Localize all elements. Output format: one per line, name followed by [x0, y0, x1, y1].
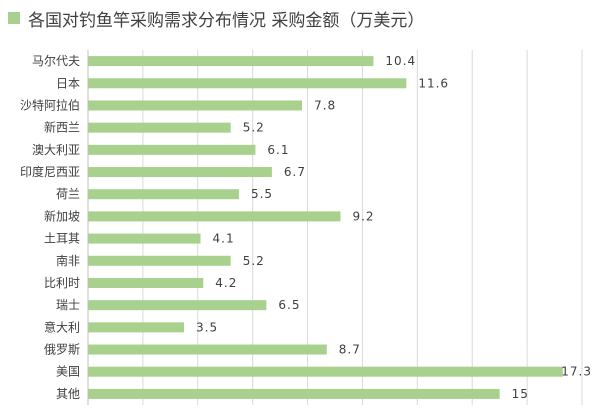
data-label: 6.7 — [284, 165, 306, 179]
bar — [88, 100, 303, 111]
data-label: 10.4 — [385, 54, 416, 68]
data-label: 5.5 — [251, 187, 273, 201]
legend-label: 各国对钓鱼竿采购需求分布情况 采购金额（万美元） — [28, 10, 425, 31]
bar — [88, 388, 500, 399]
data-label: 5.2 — [243, 254, 265, 268]
category-label: 土耳其 — [44, 232, 80, 246]
category-label: 新加坡 — [44, 208, 80, 223]
value-labels: 10.411.67.85.26.16.75.59.24.15.24.26.53.… — [196, 54, 592, 401]
category-label: 意大利 — [44, 319, 80, 334]
chart-legend: 各国对钓鱼竿采购需求分布情况 采购金额（万美元） — [8, 4, 424, 32]
bar — [88, 144, 256, 155]
bar — [88, 78, 407, 89]
bar — [88, 167, 272, 178]
data-label: 7.8 — [314, 98, 336, 112]
category-label: 南非 — [56, 253, 80, 268]
data-label: 15 — [512, 387, 529, 401]
bar — [88, 211, 341, 222]
bar — [88, 322, 185, 333]
legend-swatch — [8, 12, 20, 24]
bar — [88, 344, 327, 355]
category-label: 马尔代夫 — [32, 53, 80, 68]
category-label: 印度尼西亚 — [20, 164, 80, 179]
category-label: 比利时 — [44, 276, 80, 290]
bar — [88, 189, 239, 200]
category-label: 荷兰 — [56, 187, 80, 201]
category-label: 美国 — [56, 365, 80, 379]
data-label: 6.5 — [278, 298, 300, 312]
bars — [88, 56, 563, 399]
category-label: 沙特阿拉伯 — [20, 97, 80, 112]
bar — [88, 122, 231, 133]
data-label: 4.1 — [213, 232, 235, 246]
category-label: 瑞士 — [56, 298, 80, 312]
data-label: 4.2 — [215, 276, 237, 290]
bar — [88, 300, 267, 311]
category-label: 日本 — [56, 76, 80, 90]
bar — [88, 277, 204, 288]
data-label: 11.6 — [418, 76, 449, 90]
bar — [88, 255, 231, 266]
category-labels: 马尔代夫日本沙特阿拉伯新西兰澳大利亚印度尼西亚荷兰新加坡土耳其南非比利时瑞士意大… — [20, 53, 80, 401]
category-label: 俄罗斯 — [44, 343, 80, 357]
data-label: 5.2 — [243, 121, 265, 135]
bar — [88, 366, 563, 377]
bar — [88, 56, 374, 67]
category-label: 其他 — [56, 387, 80, 401]
data-label: 17.3 — [561, 365, 592, 379]
data-label: 3.5 — [196, 320, 218, 334]
category-label: 澳大利亚 — [32, 143, 80, 157]
bar — [88, 233, 201, 244]
category-label: 新西兰 — [44, 120, 80, 135]
data-label: 8.7 — [339, 343, 361, 357]
data-label: 6.1 — [267, 143, 289, 157]
data-label: 9.2 — [352, 209, 374, 223]
